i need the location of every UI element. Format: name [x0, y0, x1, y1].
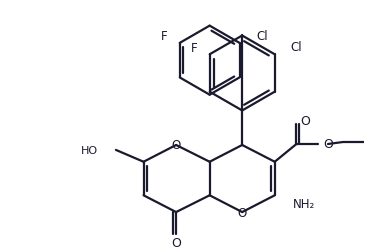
Text: F: F [191, 42, 198, 54]
Text: O: O [300, 114, 310, 127]
Text: F: F [161, 30, 168, 43]
Text: Cl: Cl [257, 30, 268, 43]
Text: O: O [171, 236, 181, 249]
Text: Cl: Cl [290, 41, 302, 54]
Text: NH₂: NH₂ [292, 197, 315, 210]
Text: O: O [238, 206, 247, 219]
Text: O: O [171, 139, 181, 152]
Text: O: O [323, 138, 333, 151]
Text: HO: HO [81, 145, 98, 155]
